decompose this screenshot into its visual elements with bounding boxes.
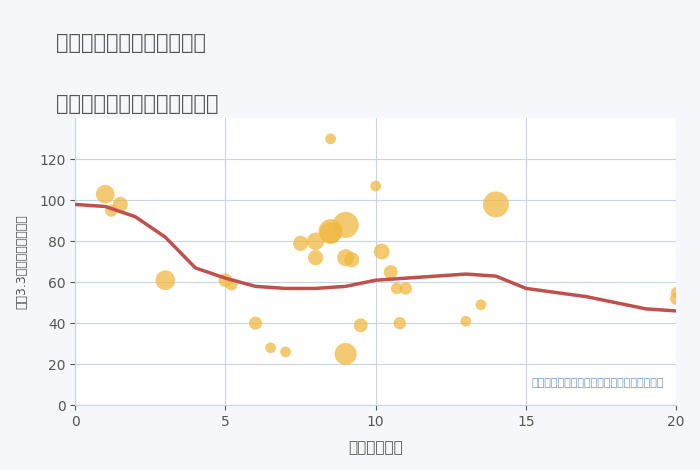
Text: 岐阜県飛騨市宮川町杉原の: 岐阜県飛騨市宮川町杉原の [56, 33, 206, 53]
Point [346, 256, 357, 264]
Point [325, 135, 336, 142]
Point [265, 344, 276, 352]
Point [106, 207, 117, 214]
Point [280, 348, 291, 356]
Point [370, 182, 382, 190]
Text: 駅距離別中古マンション価格: 駅距離別中古マンション価格 [56, 94, 218, 114]
Point [340, 254, 351, 261]
Point [310, 254, 321, 261]
Point [355, 321, 366, 329]
Point [226, 281, 237, 288]
Point [160, 276, 171, 284]
Point [115, 201, 126, 208]
Point [376, 248, 387, 255]
Point [394, 320, 405, 327]
Point [250, 320, 261, 327]
Point [671, 289, 682, 296]
Point [310, 237, 321, 245]
X-axis label: 駅距離（分）: 駅距離（分） [349, 440, 403, 455]
Point [325, 227, 336, 235]
Point [461, 317, 472, 325]
Text: 円の大きさは、取引のあった物件面積を示す: 円の大きさは、取引のあった物件面積を示す [532, 378, 664, 388]
Point [391, 285, 402, 292]
Point [671, 295, 682, 302]
Point [385, 268, 396, 276]
Point [340, 350, 351, 358]
Point [490, 201, 501, 208]
Point [220, 276, 231, 284]
Point [475, 301, 486, 309]
Point [295, 240, 306, 247]
Point [99, 190, 111, 198]
Point [340, 221, 351, 229]
Y-axis label: 坪（3.3㎡）単価（万円）: 坪（3.3㎡）単価（万円） [15, 214, 28, 309]
Point [325, 229, 336, 237]
Point [400, 285, 412, 292]
